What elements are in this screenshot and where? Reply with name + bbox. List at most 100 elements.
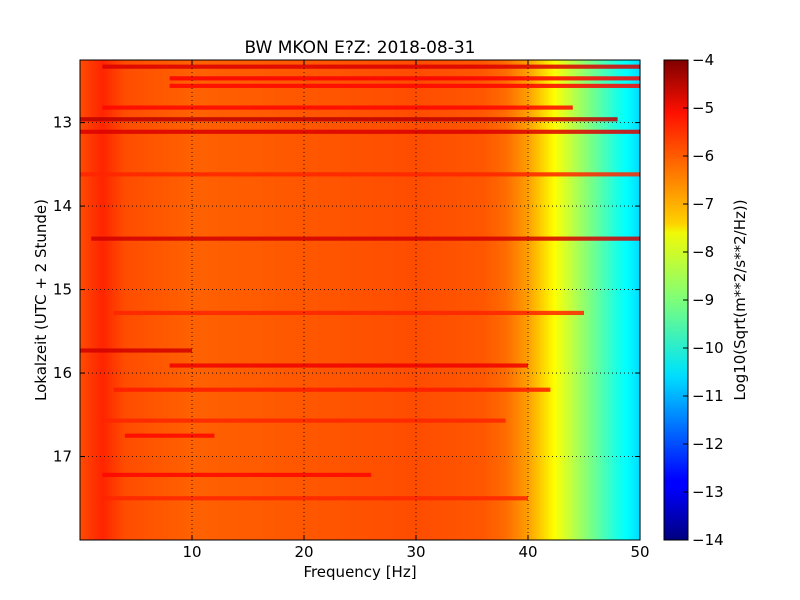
heatmap-column <box>116 60 119 540</box>
heatmap-column <box>608 60 611 540</box>
heatmap-column <box>616 60 619 540</box>
heatmap-column <box>626 60 629 540</box>
heatmap-column <box>492 60 495 540</box>
heatmap-column <box>114 60 117 540</box>
colorbar-tick-label: −14 <box>692 531 724 549</box>
heatmap-column <box>244 60 247 540</box>
heatmap-column <box>512 60 515 540</box>
heatmap-column <box>460 60 463 540</box>
x-tick-label: 40 <box>518 543 537 561</box>
heatmap-column <box>398 60 401 540</box>
heatmap-column <box>120 60 123 540</box>
heatmap-column <box>408 60 411 540</box>
heatmap-column <box>240 60 243 540</box>
heatmap-column <box>262 60 265 540</box>
heatmap-column <box>122 60 125 540</box>
heatmap-column <box>340 60 343 540</box>
heatmap-column <box>434 60 437 540</box>
heatmap-column <box>274 60 277 540</box>
heatmap-column <box>232 60 235 540</box>
heatmap-column <box>130 60 133 540</box>
heatmap-column <box>454 60 457 540</box>
heatmap-column <box>568 60 571 540</box>
heatmap-column <box>160 60 163 540</box>
heatmap-column <box>234 60 237 540</box>
y-axis-label: Lokalzeit (UTC + 2 Stunde) <box>32 199 50 401</box>
heatmap-column <box>376 60 379 540</box>
y-tick-label: 13 <box>53 114 72 132</box>
colorbar-label: Log10(Sqrt(m**2/s**2/Hz)) <box>731 199 749 400</box>
heatmap-column <box>356 60 359 540</box>
heatmap-column <box>284 60 287 540</box>
heatmap-column <box>196 60 199 540</box>
heatmap-column <box>556 60 559 540</box>
heatmap-band <box>169 76 640 81</box>
heatmap-column <box>590 60 593 540</box>
x-tick-label: 30 <box>406 543 425 561</box>
heatmap-column <box>384 60 387 540</box>
heatmap-column <box>566 60 569 540</box>
heatmap-column <box>224 60 227 540</box>
heatmap-plot-area <box>79 59 641 541</box>
colorbar-tick-label: −9 <box>692 291 714 309</box>
heatmap-column <box>476 60 479 540</box>
heatmap-column <box>438 60 441 540</box>
heatmap-column <box>110 60 113 540</box>
heatmap-column <box>514 60 517 540</box>
heatmap-column <box>178 60 181 540</box>
heatmap-column <box>282 60 285 540</box>
heatmap-column <box>618 60 621 540</box>
heatmap-column <box>442 60 445 540</box>
heatmap-column <box>146 60 149 540</box>
heatmap-column <box>256 60 259 540</box>
heatmap-column <box>150 60 153 540</box>
heatmap-column <box>636 60 639 540</box>
heatmap-column <box>518 60 521 540</box>
x-tick-label: 20 <box>294 543 313 561</box>
heatmap-column <box>134 60 137 540</box>
heatmap-column <box>382 60 385 540</box>
heatmap-column <box>152 60 155 540</box>
heatmap-column <box>286 60 289 540</box>
heatmap-column <box>148 60 151 540</box>
heatmap-column <box>400 60 403 540</box>
heatmap-column <box>498 60 501 540</box>
heatmap-column <box>604 60 607 540</box>
heatmap-column <box>266 60 269 540</box>
heatmap-column <box>296 60 299 540</box>
x-tick-label: 10 <box>182 543 201 561</box>
heatmap-column <box>582 60 585 540</box>
heatmap-column <box>630 60 633 540</box>
heatmap-column <box>190 60 193 540</box>
heatmap-column <box>474 60 477 540</box>
heatmap-column <box>176 60 179 540</box>
heatmap-column <box>238 60 241 540</box>
x-axis: 10 20 30 40 50 <box>182 60 650 561</box>
heatmap-column <box>108 60 111 540</box>
heatmap-column <box>366 60 369 540</box>
heatmap-column <box>370 60 373 540</box>
heatmap-column <box>470 60 473 540</box>
heatmap-column <box>388 60 391 540</box>
heatmap-column <box>132 60 135 540</box>
heatmap-column <box>300 60 303 540</box>
heatmap-column <box>458 60 461 540</box>
colorbar-tick-label: −5 <box>692 99 714 117</box>
heatmap-column <box>236 60 239 540</box>
heatmap-column <box>562 60 565 540</box>
heatmap-columns <box>80 60 641 540</box>
heatmap-column <box>180 60 183 540</box>
heatmap-column <box>522 60 525 540</box>
heatmap-column <box>294 60 297 540</box>
heatmap-column <box>508 60 511 540</box>
heatmap-column <box>500 60 503 540</box>
heatmap-column <box>560 60 563 540</box>
heatmap-column <box>188 60 191 540</box>
heatmap-column <box>222 60 225 540</box>
heatmap-column <box>526 60 529 540</box>
heatmap-column <box>436 60 439 540</box>
heatmap-column <box>472 60 475 540</box>
colorbar-tick-label: −10 <box>692 339 724 357</box>
heatmap-column <box>96 60 99 540</box>
